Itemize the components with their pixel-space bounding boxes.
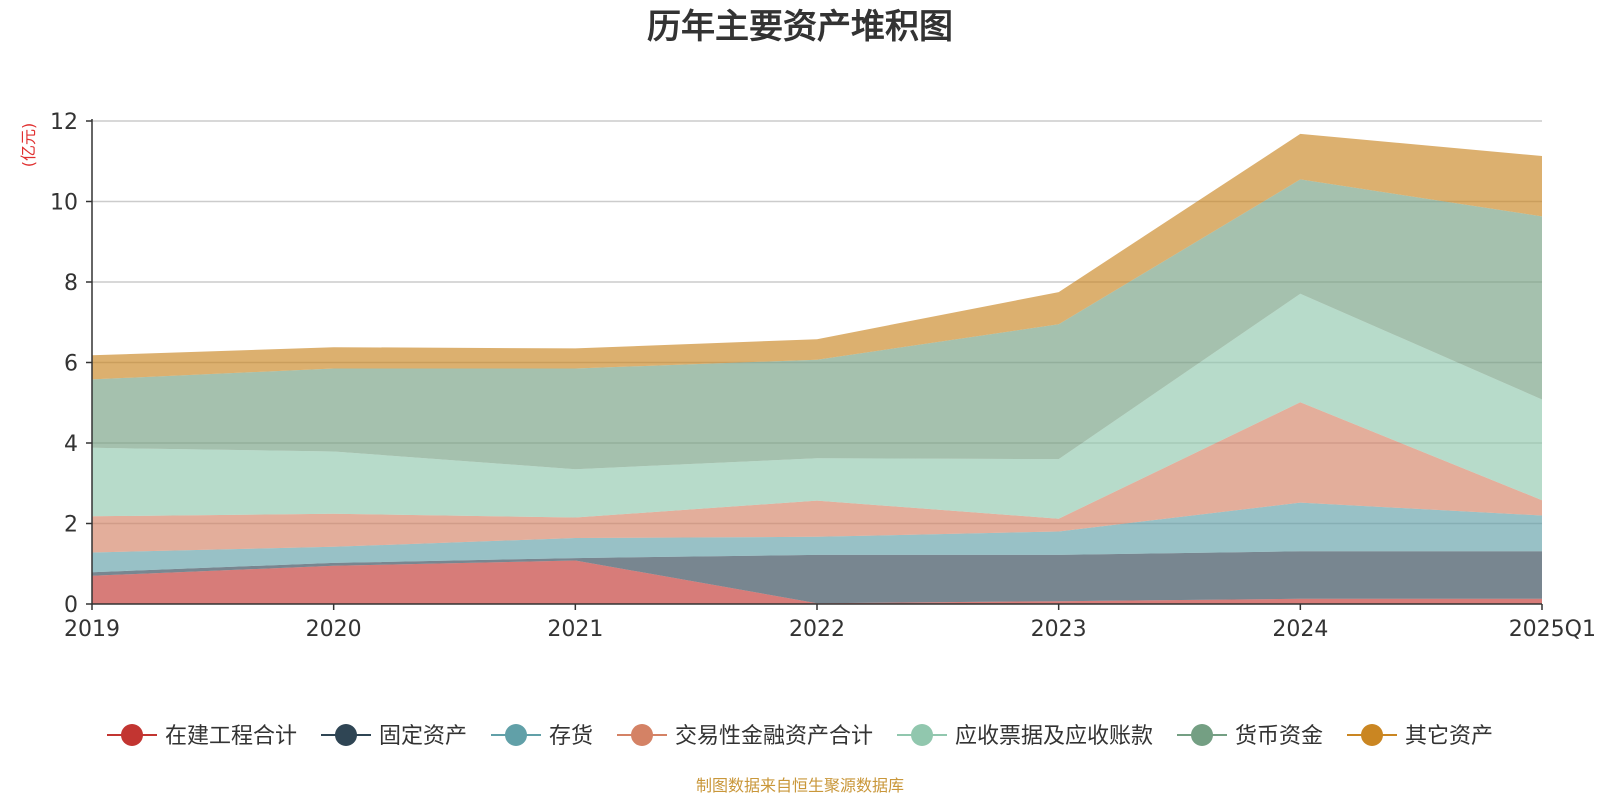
x-tick-label: 2023 [1031, 617, 1087, 642]
axes: 0 2 4 6 8 10 12 2019 2020 2021 2022 2023 2024 2025Q1 [50, 110, 1596, 642]
area-series-4 [92, 293, 1542, 519]
legend-circle-marker [505, 724, 527, 746]
chart-title: 历年主要资产堆积图 [647, 7, 953, 47]
y-tick-label: 10 [50, 191, 78, 216]
legend-label: 存货 [549, 724, 593, 749]
legend-circle-marker [121, 724, 143, 746]
legend[interactable]: 在建工程合计 固定资产 存货 交易性金融资产合计 应收票据及应收账款 货币资金 其它资产 [107, 724, 1493, 749]
legend-item-2[interactable]: 存货 [491, 724, 593, 749]
y-tick-label: 8 [64, 271, 78, 296]
y-tick-label: 2 [64, 513, 78, 538]
y-tick-label: 4 [64, 432, 78, 457]
legend-label: 固定资产 [379, 724, 467, 749]
legend-circle-marker [631, 724, 653, 746]
area-series-group [92, 133, 1542, 604]
x-tick-label: 2022 [789, 617, 845, 642]
legend-label: 其它资产 [1405, 724, 1493, 749]
area-series-0 [92, 560, 1542, 604]
legend-item-4[interactable]: 应收票据及应收账款 [897, 724, 1153, 749]
legend-circle-marker [335, 724, 357, 746]
x-tick-label: 2021 [547, 617, 603, 642]
x-tick-label: 2025Q1 [1509, 617, 1596, 642]
y-tick-label: 0 [64, 593, 78, 618]
data-source-note: 制图数据来自恒生聚源数据库 [696, 776, 904, 795]
x-tick-label: 2020 [306, 617, 362, 642]
y-tick-label: 6 [64, 352, 78, 377]
legend-item-3[interactable]: 交易性金融资产合计 [617, 724, 873, 749]
area-series-3 [92, 402, 1542, 553]
legend-item-5[interactable]: 货币资金 [1177, 724, 1323, 749]
legend-label: 交易性金融资产合计 [675, 724, 873, 749]
legend-label: 应收票据及应收账款 [955, 724, 1153, 749]
legend-circle-marker [1191, 724, 1213, 746]
y-tick-label: 12 [50, 110, 78, 135]
area-series-6 [92, 133, 1542, 380]
legend-label: 在建工程合计 [165, 724, 297, 749]
y-axis-unit-label: (亿元) [19, 123, 38, 168]
legend-item-0[interactable]: 在建工程合计 [107, 724, 297, 749]
area-series-2 [92, 502, 1542, 573]
legend-label: 货币资金 [1235, 724, 1323, 749]
x-tick-label: 2019 [64, 617, 120, 642]
legend-circle-marker [911, 724, 933, 746]
legend-item-6[interactable]: 其它资产 [1347, 724, 1493, 749]
legend-circle-marker [1361, 724, 1383, 746]
area-series-1 [92, 551, 1542, 604]
area-series-5 [92, 179, 1542, 470]
legend-item-1[interactable]: 固定资产 [321, 724, 467, 749]
x-tick-label: 2024 [1272, 617, 1328, 642]
